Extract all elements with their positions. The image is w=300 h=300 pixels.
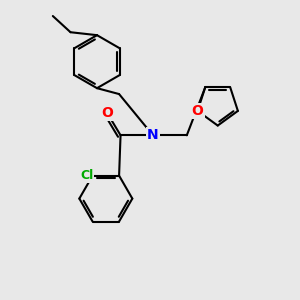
Text: O: O: [192, 104, 203, 118]
Text: N: N: [147, 128, 159, 142]
Text: O: O: [101, 106, 113, 120]
Text: Cl: Cl: [80, 169, 93, 182]
